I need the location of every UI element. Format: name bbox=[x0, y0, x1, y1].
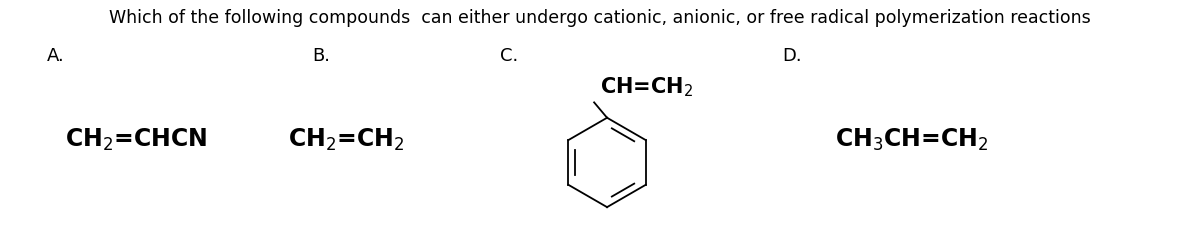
Text: D.: D. bbox=[782, 47, 802, 65]
Text: CH$_2$=CHCN: CH$_2$=CHCN bbox=[65, 127, 208, 153]
Text: B.: B. bbox=[312, 47, 330, 65]
Text: CH$_2$=CH$_2$: CH$_2$=CH$_2$ bbox=[288, 127, 404, 153]
Text: CH$_3$CH=CH$_2$: CH$_3$CH=CH$_2$ bbox=[835, 127, 989, 153]
Text: Which of the following compounds  can either undergo cationic, anionic, or free : Which of the following compounds can eit… bbox=[109, 9, 1091, 27]
Text: C.: C. bbox=[500, 47, 518, 65]
Text: CH=CH$_2$: CH=CH$_2$ bbox=[600, 75, 694, 99]
Text: A.: A. bbox=[47, 47, 65, 65]
